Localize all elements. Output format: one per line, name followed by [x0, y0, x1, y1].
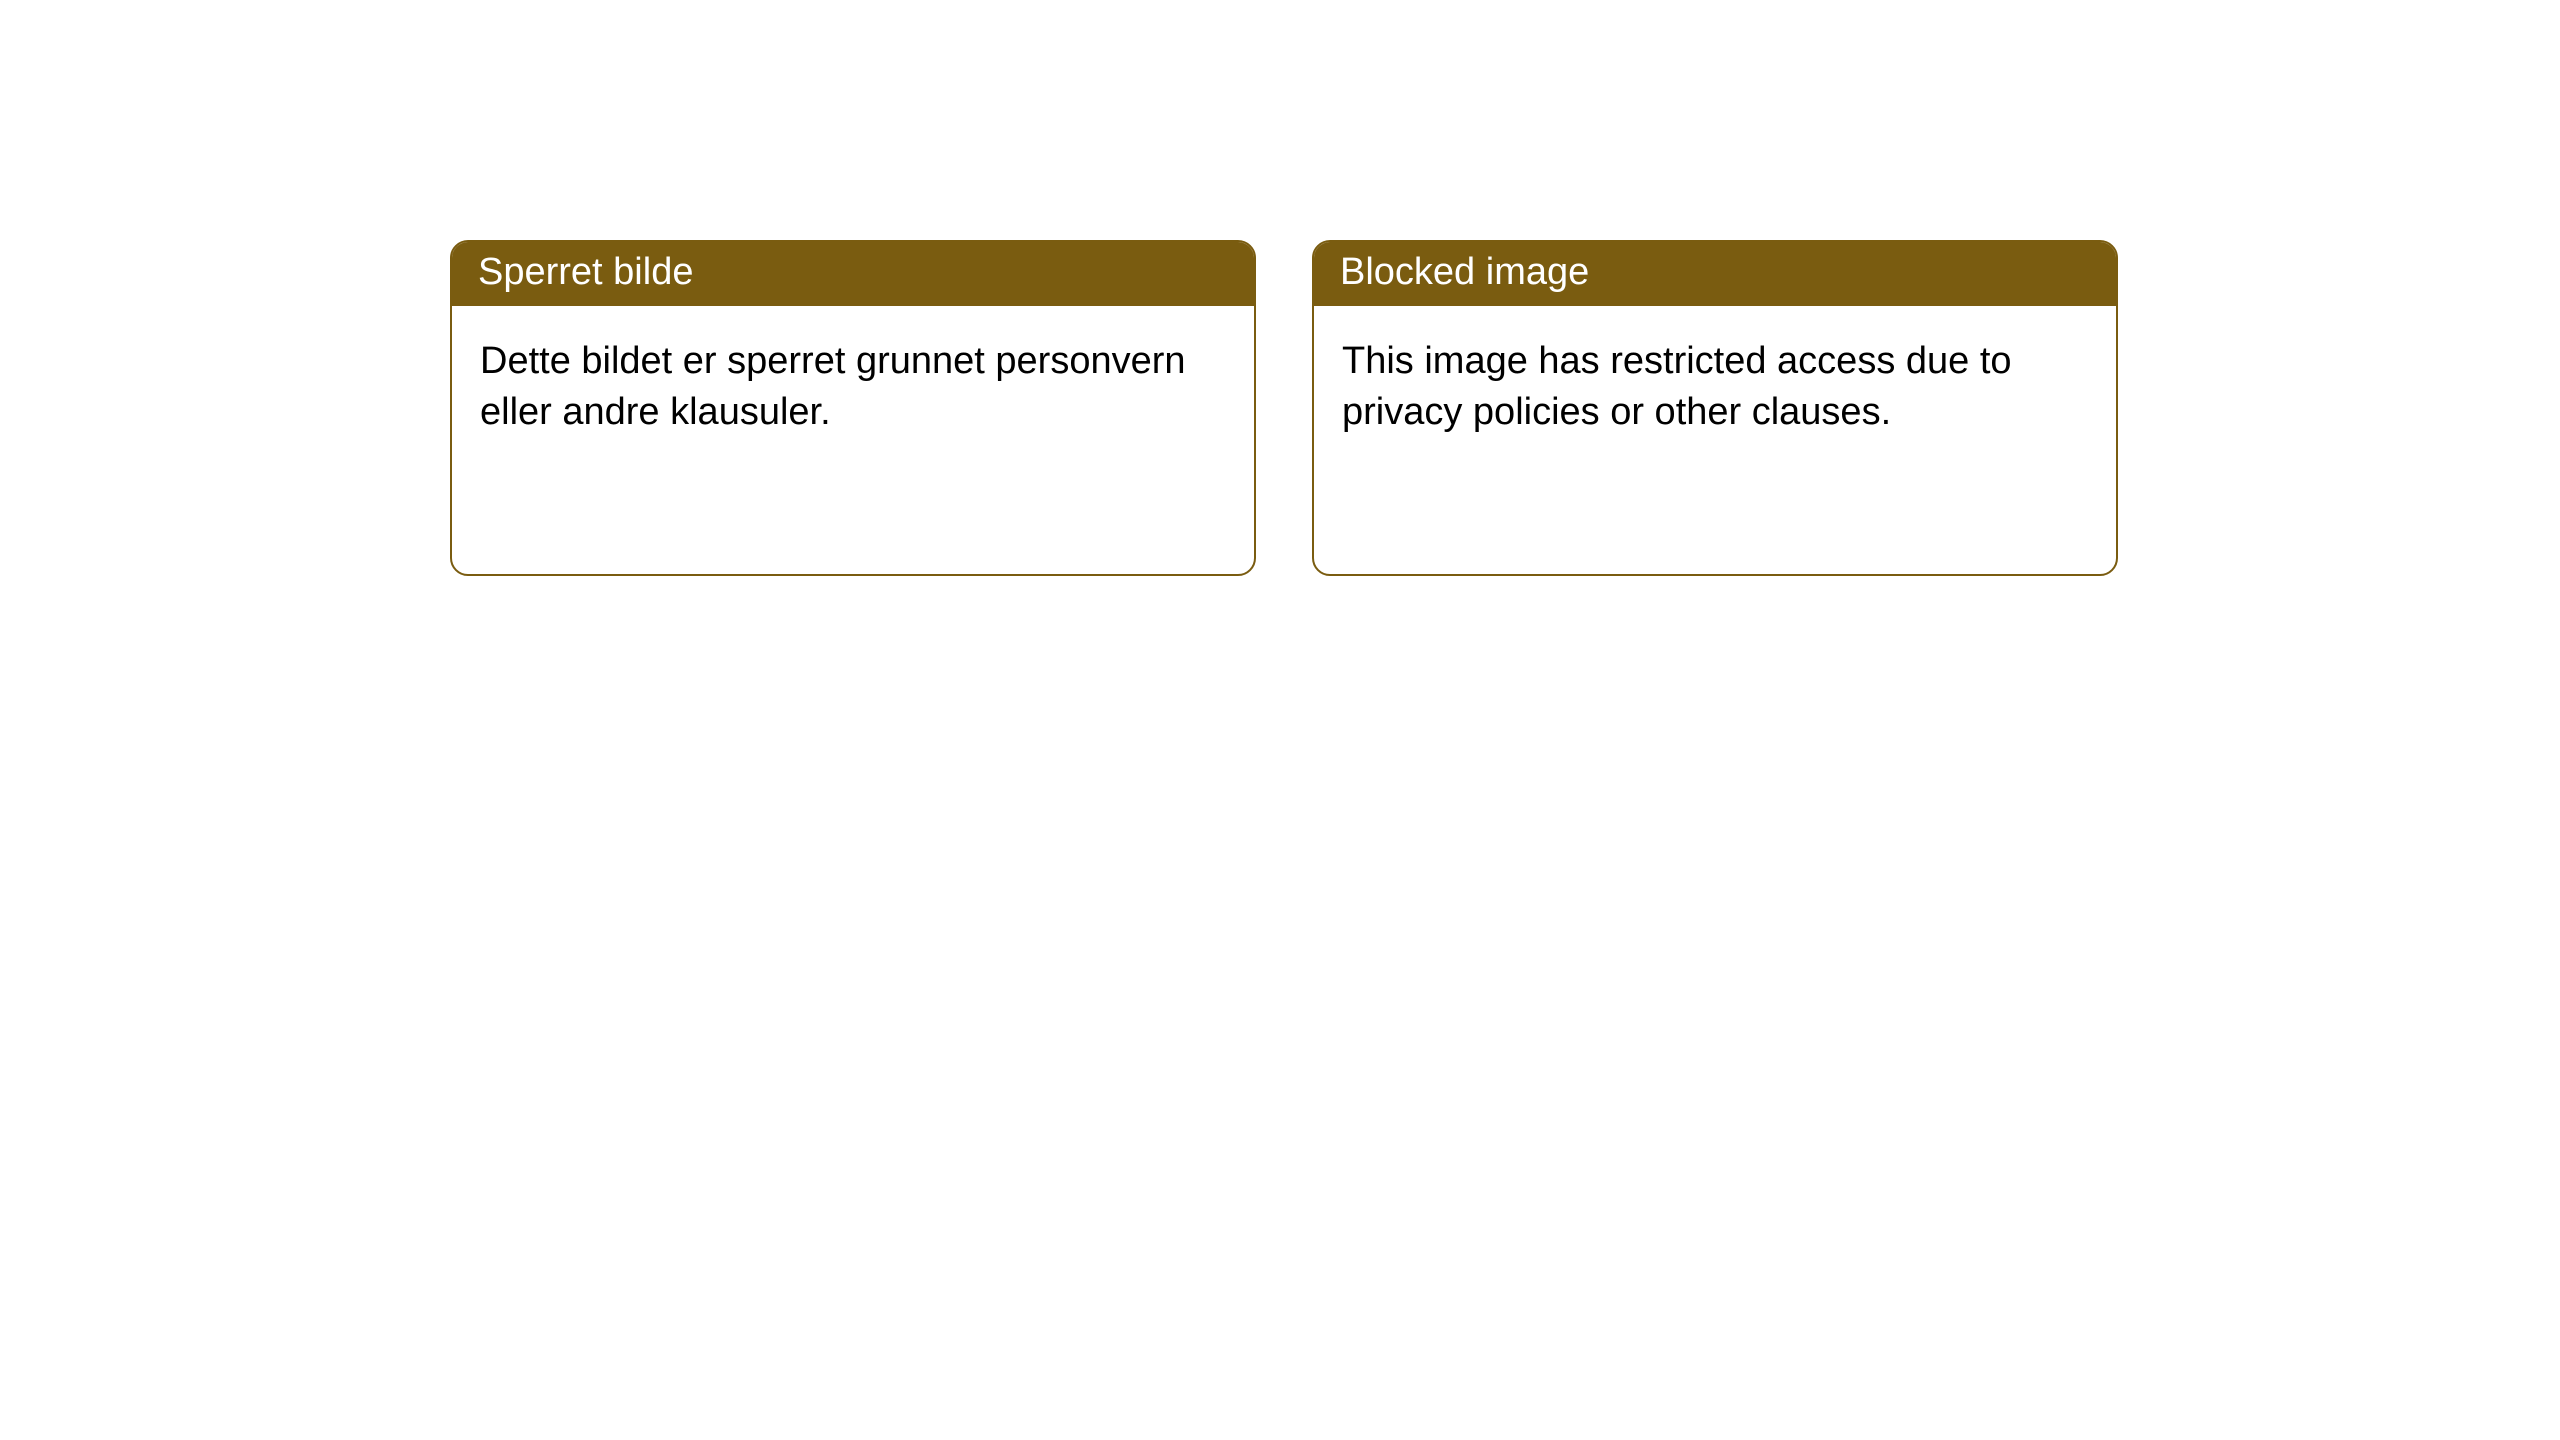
card-header: Blocked image: [1314, 242, 2116, 306]
blocked-image-card-en: Blocked image This image has restricted …: [1312, 240, 2118, 576]
blocked-image-card-no: Sperret bilde Dette bildet er sperret gr…: [450, 240, 1256, 576]
card-message: Dette bildet er sperret grunnet personve…: [480, 340, 1186, 433]
card-message: This image has restricted access due to …: [1342, 340, 2012, 433]
card-title: Blocked image: [1340, 251, 1589, 293]
card-body: This image has restricted access due to …: [1314, 306, 2116, 469]
card-title: Sperret bilde: [478, 251, 693, 293]
notice-container: Sperret bilde Dette bildet er sperret gr…: [0, 0, 2560, 576]
card-header: Sperret bilde: [452, 242, 1254, 306]
card-body: Dette bildet er sperret grunnet personve…: [452, 306, 1254, 469]
